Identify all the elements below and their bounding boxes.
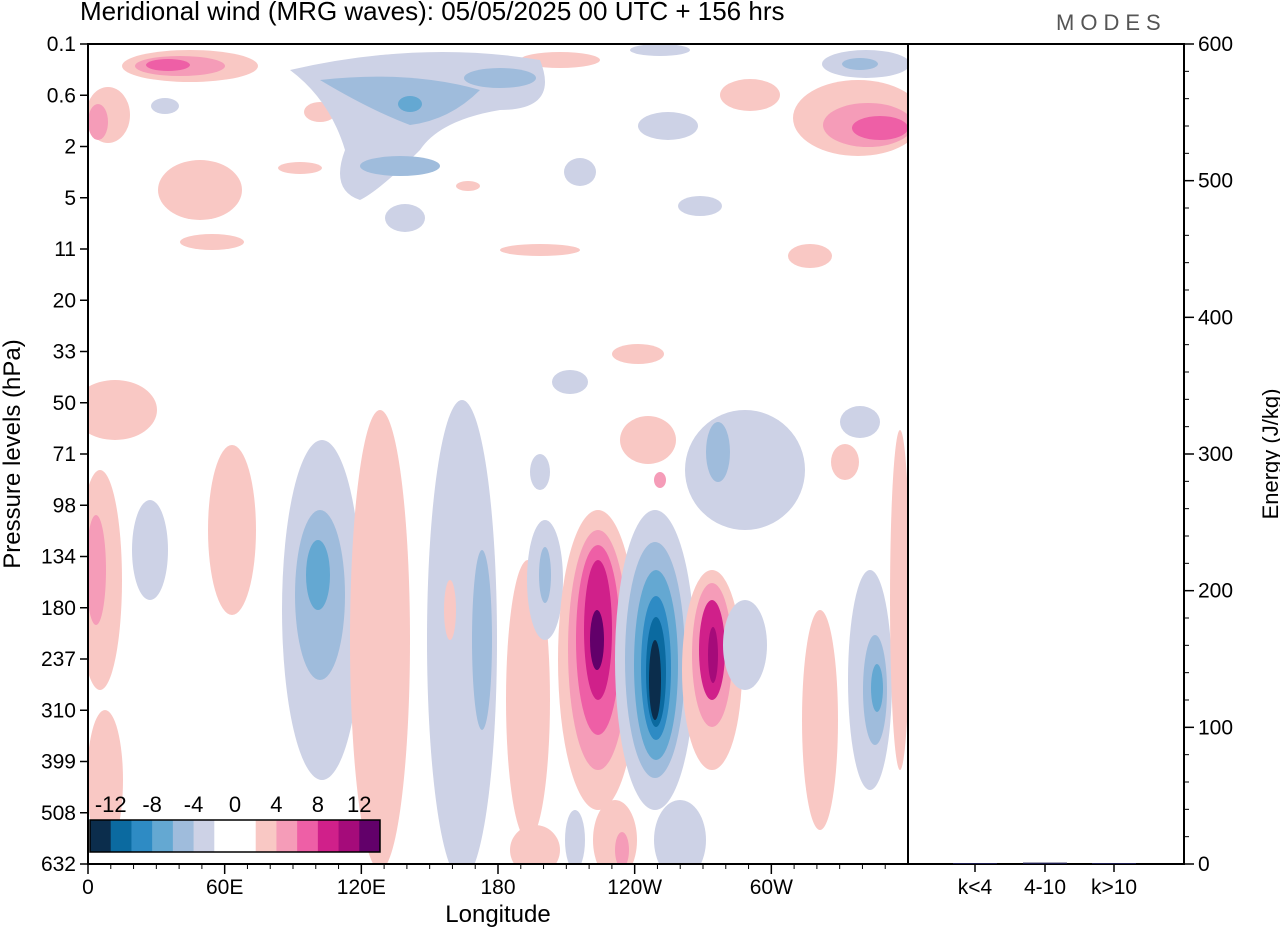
energy-tick-label: 100	[1198, 716, 1233, 739]
colorbar-swatch	[235, 820, 257, 852]
colorbar-swatch	[90, 820, 112, 852]
longitude-tick-label: 60W	[750, 876, 793, 899]
upper-blue-band	[151, 44, 908, 394]
colorbar-swatch	[131, 820, 153, 852]
y-axis-label: Pressure levels (hPa)	[0, 339, 26, 568]
energy-tick-label: 500	[1198, 170, 1233, 193]
pressure-tick-label: 180	[41, 597, 76, 620]
longitude-tick-label: 0	[82, 876, 94, 899]
pressure-tick-label: 33	[53, 341, 76, 364]
colorbar-swatch	[110, 820, 132, 852]
energy-bar	[1092, 863, 1136, 864]
colorbar-label: -12	[95, 792, 127, 817]
pressure-axis: 0.1 0.6 2 5 11 20 33 50 71 98 134 180 237 310 399 508 63…	[41, 33, 88, 876]
pressure-tick-label: 2	[64, 136, 76, 159]
chart-title: Meridional wind (MRG waves): 05/05/2025 …	[80, 0, 785, 26]
pressure-tick-label: 50	[53, 392, 76, 415]
pressure-tick-label: 11	[54, 238, 76, 261]
energy-category-label: 4-10	[1024, 876, 1066, 899]
pressure-tick-label: 134	[41, 546, 76, 569]
energy-tick-label: 200	[1198, 580, 1233, 603]
energy-axis: 0 100 200 300 400 500 600	[1184, 33, 1233, 876]
colorbar-swatch	[338, 820, 360, 852]
pressure-tick-label: 98	[53, 494, 76, 517]
pressure-tick-label: 310	[41, 699, 76, 722]
longitude-axis: 0 60E 120E 180 120W 60W	[82, 864, 886, 899]
pressure-tick-label: 0.6	[47, 84, 76, 107]
energy-bar	[953, 863, 997, 864]
colorbar-label: 0	[229, 792, 241, 817]
energy-axis-label: Energy (J/kg)	[1258, 389, 1280, 520]
pressure-tick-label: 5	[64, 187, 76, 210]
pressure-tick-label: 237	[41, 648, 76, 671]
colorbar-swatch	[317, 820, 340, 852]
colorbar-label: 4	[270, 792, 282, 817]
colorbar-label: 8	[312, 792, 324, 817]
energy-category-label: k>10	[1091, 876, 1137, 899]
energy-tick-label: 400	[1198, 306, 1233, 329]
colorbar-swatch	[214, 820, 236, 852]
longitude-tick-label: 120W	[607, 876, 662, 899]
energy-category-label: k<4	[958, 876, 993, 899]
colorbar-frame	[89, 819, 381, 853]
longitude-tick-label: 180	[480, 876, 515, 899]
colorbar-swatch	[152, 820, 174, 852]
colorbar-swatch	[255, 820, 277, 852]
colorbar-swatch	[172, 820, 195, 852]
pressure-tick-label: 632	[41, 853, 76, 876]
upper-pink-band	[88, 50, 908, 268]
colorbar-swatch	[276, 820, 298, 852]
energy-tick-label: 600	[1198, 33, 1233, 56]
wind-field	[88, 44, 908, 864]
energy-bar	[1023, 862, 1067, 864]
colorbar-label: -4	[184, 792, 204, 817]
energy-categories: k<4 4-10 k>10	[958, 864, 1137, 899]
pressure-tick-label: 20	[53, 289, 76, 312]
colorbar-swatch	[359, 820, 381, 852]
energy-tick-label: 300	[1198, 443, 1233, 466]
longitude-tick-label: 60E	[206, 876, 243, 899]
energy-bars	[953, 862, 1136, 864]
energy-tick-label: 0	[1198, 853, 1210, 876]
lower-columns	[88, 344, 908, 864]
modes-logo: MODES	[1056, 10, 1167, 35]
pressure-tick-label: 399	[41, 751, 76, 774]
x-axis-label: Longitude	[445, 901, 550, 928]
energy-frame	[907, 43, 1185, 865]
pressure-tick-label: 71	[53, 443, 76, 466]
colorbar-label: -8	[142, 792, 162, 817]
pressure-tick-label: 508	[41, 802, 76, 825]
colorbar-swatch	[297, 820, 319, 852]
colorbar: -12 -8 -4 0 4 8 12	[89, 792, 381, 853]
longitude-tick-label: 120E	[337, 876, 386, 899]
pressure-tick-label: 0.1	[47, 33, 76, 56]
colorbar-swatch	[193, 820, 215, 852]
colorbar-label: 12	[347, 792, 371, 817]
